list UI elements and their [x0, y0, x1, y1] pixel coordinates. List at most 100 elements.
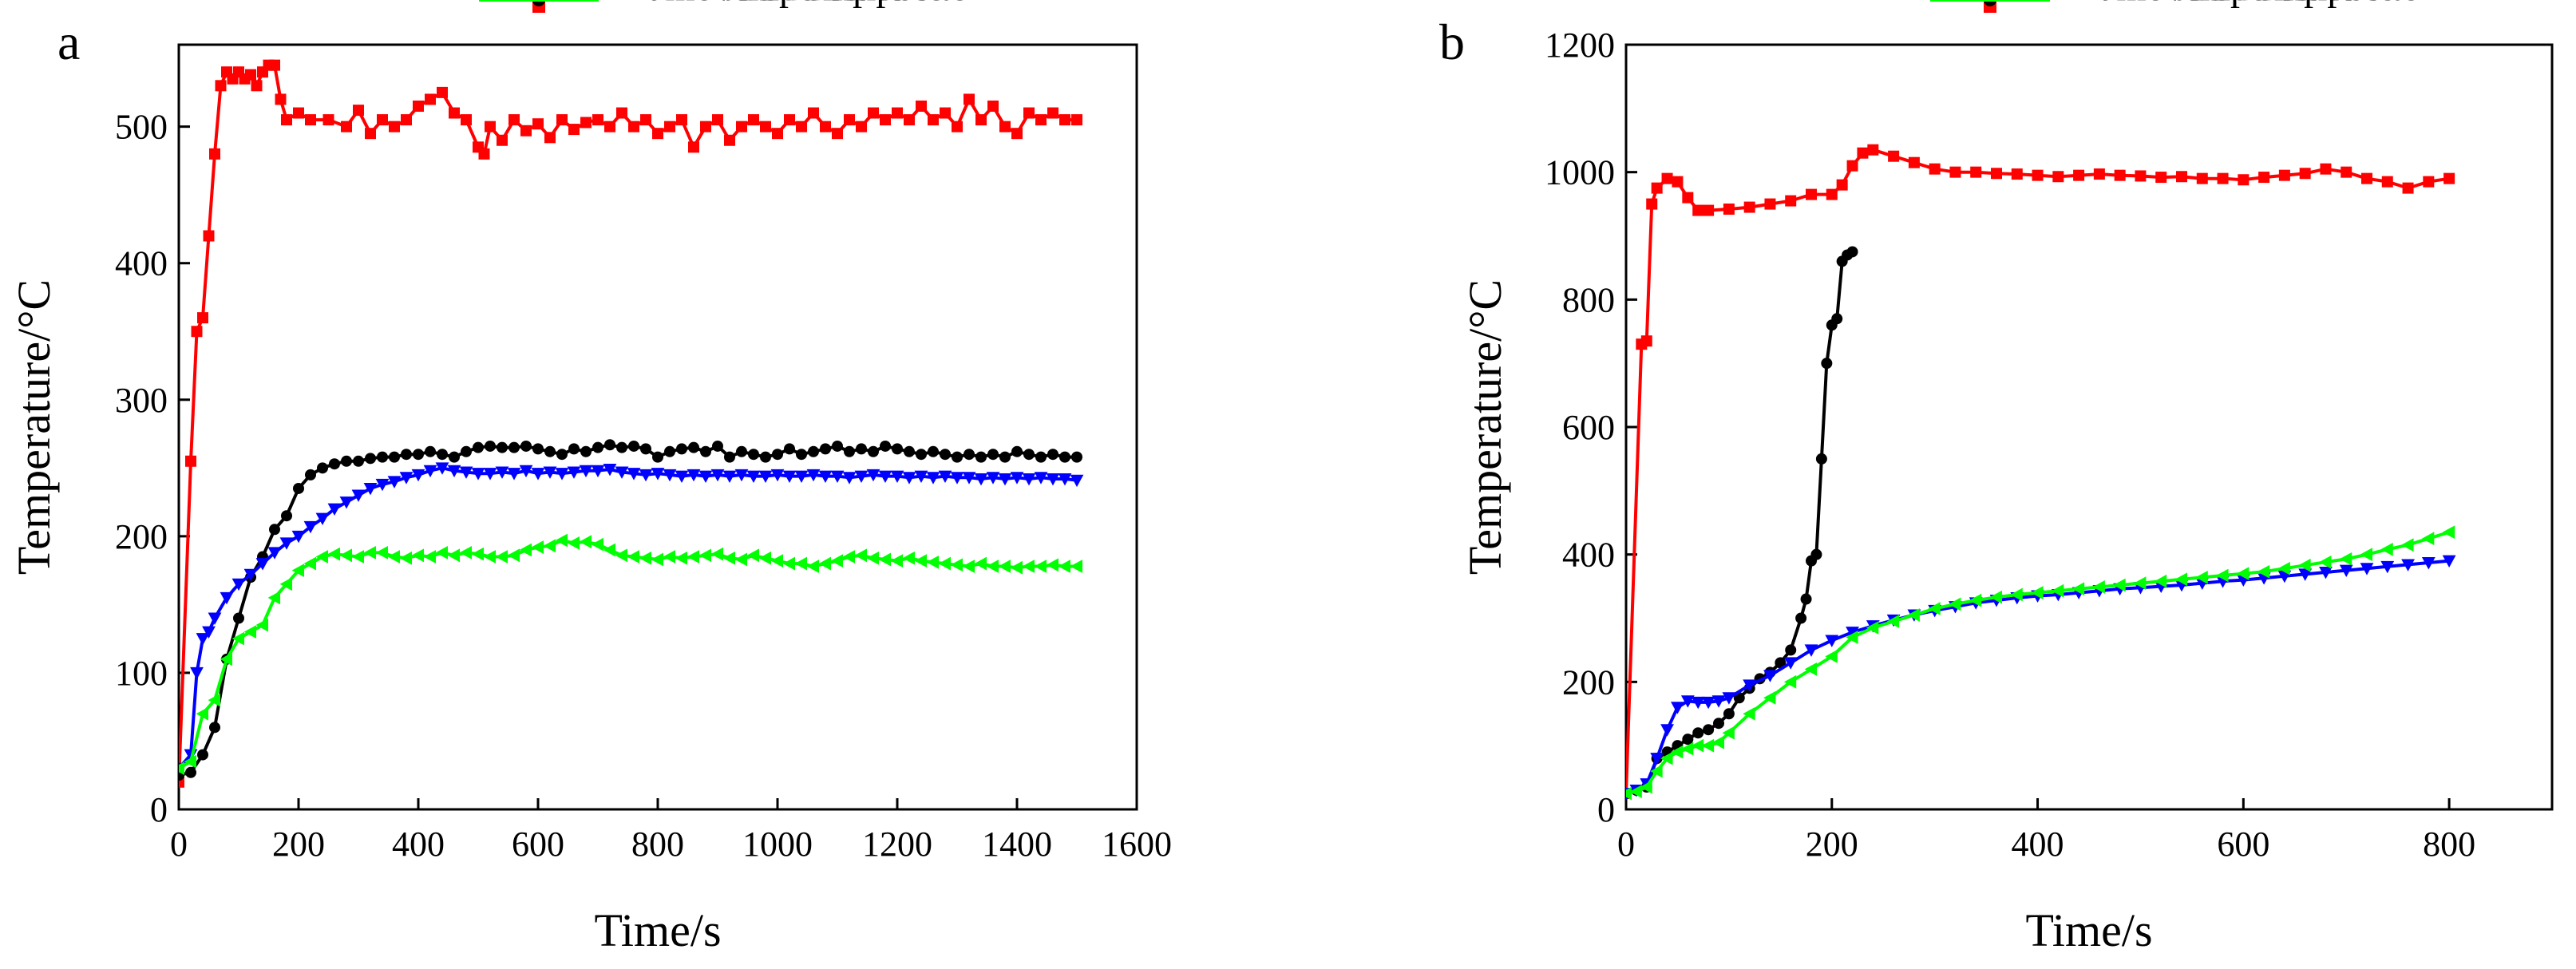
- panel-a-point-epdm-gel-composite: [1022, 560, 1035, 573]
- panel-a-point-epdm-si-composite: [902, 472, 916, 484]
- panel-b-point-epdm-si-composite: [1783, 657, 1798, 670]
- panel-b-legend-label-flame-temperature: Flame temperature: [2068, 0, 2356, 9]
- panel-a-point-flame-temperature: [820, 121, 831, 132]
- panel-b-point-flame-temperature: [1682, 192, 1694, 204]
- panel-a-x-tick-label: 200: [272, 825, 325, 864]
- panel-b-point-flame-temperature: [2217, 172, 2229, 184]
- panel-a-point-epdm-gel-composite: [1034, 560, 1047, 573]
- panel-b-point-epdm-si-composite: [1691, 696, 1705, 710]
- panel-b-point-flame-temperature: [2341, 166, 2352, 178]
- panel-b-y-tick-label: 600: [1562, 408, 1615, 447]
- panel-a-point-epdm-00: [760, 451, 771, 463]
- panel-a-point-epdm-gel-composite: [710, 547, 723, 561]
- panel-a-point-flame-temperature: [281, 114, 292, 126]
- panel-b-point-epdm-gel-composite: [1711, 735, 1724, 749]
- panel-b-point-epdm-00: [1692, 727, 1704, 739]
- panel-a-point-epdm-si-composite: [190, 666, 204, 680]
- panel-a-point-epdm-00: [808, 445, 819, 457]
- panel-a-point-epdm-gel-composite: [854, 548, 867, 563]
- panel-b-point-flame-temperature: [2320, 163, 2332, 175]
- panel-a-point-flame-temperature: [305, 114, 316, 126]
- panel-a-point-epdm-gel-composite: [483, 550, 496, 564]
- panel-a-point-flame-temperature: [389, 121, 400, 132]
- panel-b-point-epdm-00: [1785, 644, 1797, 656]
- panel-a-point-flame-temperature: [293, 107, 304, 119]
- panel-a-point-flame-temperature: [1035, 114, 1047, 126]
- panel-a-point-epdm-00: [856, 443, 867, 455]
- panel-b-point-epdm-gel-composite: [1804, 662, 1817, 676]
- panel-a-point-epdm-si-composite: [375, 478, 390, 492]
- panel-a-point-flame-temperature: [322, 114, 334, 126]
- panel-a-point-epdm-00: [724, 451, 735, 463]
- panel-a-point-flame-temperature: [497, 134, 508, 146]
- panel-a-point-flame-temperature: [652, 128, 663, 140]
- panel-a-point-epdm-gel-composite: [615, 548, 627, 563]
- panel-a-point-epdm-gel-composite: [938, 556, 951, 571]
- panel-a-point-epdm-si-composite: [267, 547, 282, 560]
- panel-a-point-epdm-gel-composite: [1046, 558, 1058, 572]
- panel-a-point-epdm-gel-composite: [387, 550, 400, 564]
- panel-a-point-epdm-si-composite: [255, 558, 270, 571]
- panel-a-point-flame-temperature: [544, 132, 556, 144]
- panel-a-point-flame-temperature: [628, 121, 639, 132]
- panel-a-point-epdm-gel-composite: [579, 535, 592, 549]
- panel-b-point-epdm-gel-composite: [2421, 532, 2435, 546]
- panel-b-point-epdm-gel-composite: [2442, 525, 2455, 540]
- panel-a-point-epdm-si-composite: [279, 537, 294, 550]
- panel-b-legend-item-epdm-gel-composite: EPDM/Gel-Composite: [1930, 0, 2419, 9]
- panel-a-point-epdm-gel-composite: [555, 533, 568, 548]
- panel-a-point-epdm-gel-composite: [687, 550, 699, 564]
- panel-a-point-flame-temperature: [592, 114, 603, 126]
- panel-a-point-epdm-si-composite: [1022, 473, 1036, 486]
- panel-a-point-epdm-gel-composite: [507, 548, 520, 563]
- panel-a-y-ticks: 0 100 200 300 400 500: [115, 108, 190, 829]
- panel-b-point-epdm-gel-composite: [2360, 548, 2372, 562]
- panel-a-point-epdm-si-composite: [710, 469, 725, 482]
- panel-a-point-epdm-si-composite: [555, 468, 569, 481]
- panel-a-series-line-epdm-si-composite: [179, 466, 1078, 770]
- panel-a-point-epdm-00: [616, 441, 627, 453]
- panel-b-point-epdm-00: [1846, 246, 1858, 258]
- panel-a-point-epdm-gel-composite: [675, 551, 687, 565]
- panel-a-point-epdm-00: [784, 443, 795, 455]
- panel-a-point-epdm-00: [916, 449, 927, 461]
- panel-a-markers-epdm-00: [179, 439, 1082, 781]
- panel-b-point-flame-temperature: [1888, 150, 1900, 162]
- panel-b-point-epdm-si-composite: [2319, 567, 2333, 579]
- panel-a-y-tick-label: 0: [150, 790, 168, 829]
- panel-a-legend-label-epdm-si-composite: EPDM/Si-Composite: [616, 0, 944, 9]
- panel-a-point-flame-temperature: [377, 114, 388, 126]
- panel-a-point-flame-temperature: [341, 121, 352, 132]
- panel-b-point-epdm-gel-composite: [2401, 538, 2414, 552]
- panel-a-point-epdm-00: [449, 451, 460, 463]
- panel-a-point-epdm-si-composite: [1070, 474, 1084, 488]
- panel-b-point-flame-temperature: [1929, 163, 1941, 175]
- panel-a-point-flame-temperature: [215, 80, 227, 92]
- panel-a-point-flame-temperature: [616, 107, 627, 119]
- panel-b-point-flame-temperature: [1949, 166, 1961, 178]
- panel-a-point-epdm-si-composite: [363, 482, 378, 496]
- panel-a-point-epdm-00: [640, 443, 651, 455]
- panel-a-point-flame-temperature: [203, 230, 215, 242]
- panel-b-point-epdm-si-composite: [1680, 695, 1695, 708]
- panel-a-point-epdm-si-composite: [579, 465, 593, 478]
- panel-a-point-epdm-00: [1047, 449, 1058, 461]
- panel-a-point-flame-temperature: [179, 776, 184, 788]
- panel-b-point-epdm-00: [1800, 593, 1812, 605]
- panel-a-x-tick-label: 400: [392, 825, 445, 864]
- panel-a-point-epdm-gel-composite: [435, 545, 448, 560]
- panel-a-point-flame-temperature: [940, 107, 951, 119]
- panel-a-point-epdm-00: [520, 440, 532, 452]
- panel-a-point-epdm-gel-composite: [220, 652, 232, 666]
- panel-a-point-epdm-00: [568, 443, 580, 455]
- panel-a-point-epdm-gel-composite: [782, 556, 795, 571]
- panel-b-point-flame-temperature: [1646, 198, 1658, 210]
- panel-b-point-epdm-gel-composite: [1783, 674, 1797, 689]
- panel-a-point-epdm-gel-composite: [243, 625, 256, 639]
- panel-a-point-epdm-00: [904, 445, 915, 457]
- panel-a-point-epdm-00: [425, 445, 436, 457]
- panel-a-point-epdm-si-composite: [986, 472, 1000, 484]
- panel-a-legend: Flame temperatureEPDM-00EPDM/Si-Composit…: [479, 0, 967, 13]
- panel-a-point-epdm-si-composite: [806, 469, 821, 482]
- panel-b-point-flame-temperature: [2176, 171, 2187, 183]
